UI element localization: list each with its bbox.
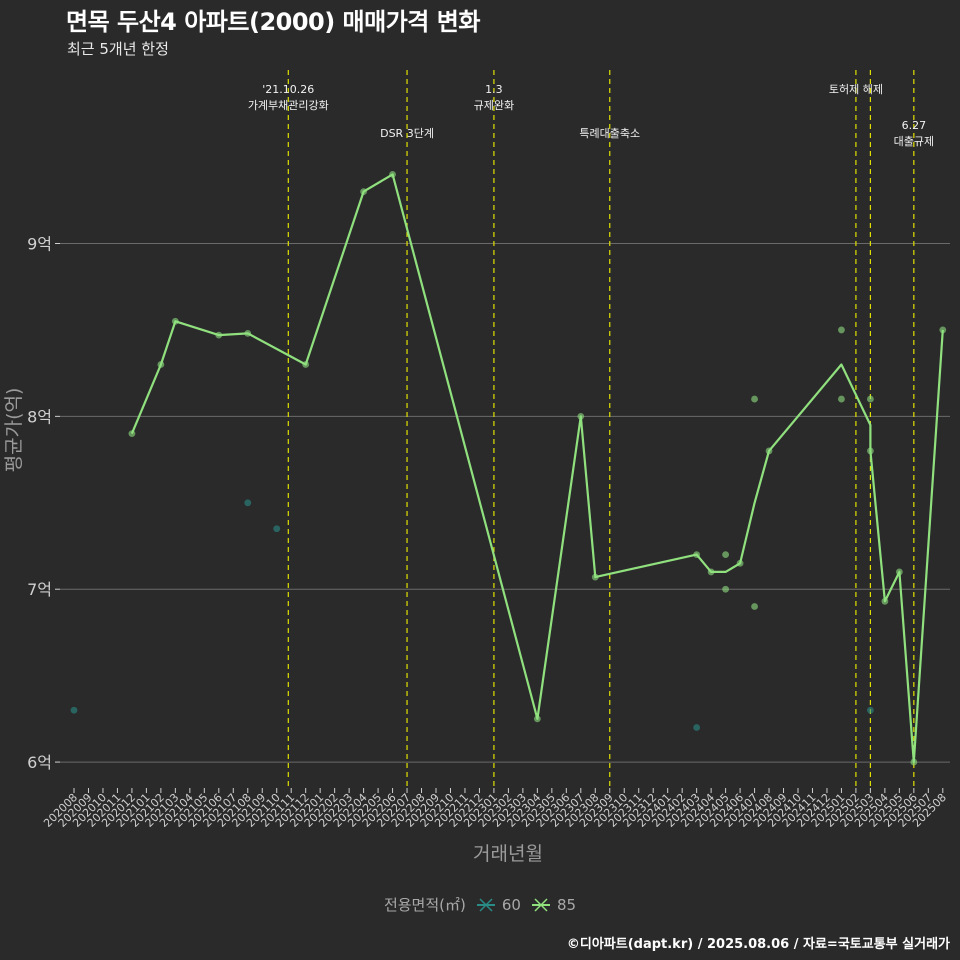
data-point-85	[867, 447, 874, 455]
series-line-85	[130, 173, 944, 764]
data-point-85	[838, 326, 845, 334]
axes: 6억7억8억9억20200820200920201020201120201220…	[27, 235, 949, 830]
legend-label-85: 85	[556, 895, 577, 914]
data-point-60	[693, 724, 701, 731]
data-point-85	[215, 331, 223, 339]
series-lines	[130, 173, 944, 764]
chart-subtitle: 최근 5개년 한정	[67, 40, 169, 58]
event-label: 대출규제	[894, 135, 934, 148]
data-point-60	[867, 706, 874, 714]
legend-item-60: 60	[474, 896, 521, 914]
x-axis-title: 거래년월	[473, 843, 543, 865]
data-point-85	[302, 361, 310, 368]
y-tick-label: 6억	[27, 753, 52, 772]
data-point-85	[157, 361, 165, 368]
event-label: 토허제 해제	[829, 82, 883, 96]
y-tick-label: 8억	[27, 407, 52, 426]
event-label: 규제완화	[474, 99, 514, 112]
data-point-85	[765, 447, 773, 455]
event-label: DSR 3단계	[380, 127, 434, 140]
source-caption: ©디아파트(dapt.kr) / 2025.08.06 / 자료=국토교통부 실…	[566, 937, 950, 952]
data-point-60	[244, 499, 252, 507]
data-point-85	[533, 715, 541, 723]
event-label: '21.10.26	[262, 83, 314, 96]
event-label: 가계부채관리강화	[248, 99, 329, 112]
data-point-85	[693, 551, 701, 559]
data-point-85	[910, 758, 918, 766]
data-point-85	[389, 170, 396, 178]
data-point-85	[881, 597, 889, 605]
data-point-85	[707, 568, 715, 576]
data-point-85	[722, 585, 729, 593]
data-point-85	[838, 395, 845, 403]
data-point-85	[736, 559, 744, 567]
data-point-85	[722, 551, 729, 559]
legend: 전용면적(㎡) 60 85	[0, 894, 960, 915]
data-point-60	[70, 706, 78, 714]
legend-title: 전용면적(㎡)	[383, 896, 466, 914]
chart-title: 면목 두산4 아파트(2000) 매매가격 변화	[66, 8, 480, 36]
y-tick-label: 9억	[27, 235, 52, 254]
legend-label-60: 60	[501, 895, 521, 914]
data-point-85	[939, 326, 947, 334]
series-points	[70, 170, 947, 766]
gridlines	[60, 243, 950, 763]
y-axis-title: 평균가(억)	[3, 388, 25, 473]
legend-item-85: 85	[529, 896, 576, 914]
legend-key-85	[531, 897, 550, 912]
data-point-60	[273, 525, 281, 533]
data-point-85	[128, 430, 136, 438]
y-tick-label: 7억	[27, 580, 52, 599]
data-point-85	[591, 573, 599, 581]
data-point-85	[751, 603, 758, 610]
data-point-85	[171, 317, 179, 325]
event-label: 1.3	[485, 83, 503, 96]
data-point-85	[577, 412, 585, 420]
data-point-85	[244, 329, 252, 337]
event-label: 특례대출축소	[579, 127, 640, 140]
data-point-85	[751, 395, 758, 403]
event-label: 6.27	[902, 119, 927, 132]
data-point-85	[895, 568, 903, 576]
legend-key-60	[476, 897, 495, 912]
data-point-85	[360, 188, 367, 196]
data-point-85	[867, 395, 874, 403]
